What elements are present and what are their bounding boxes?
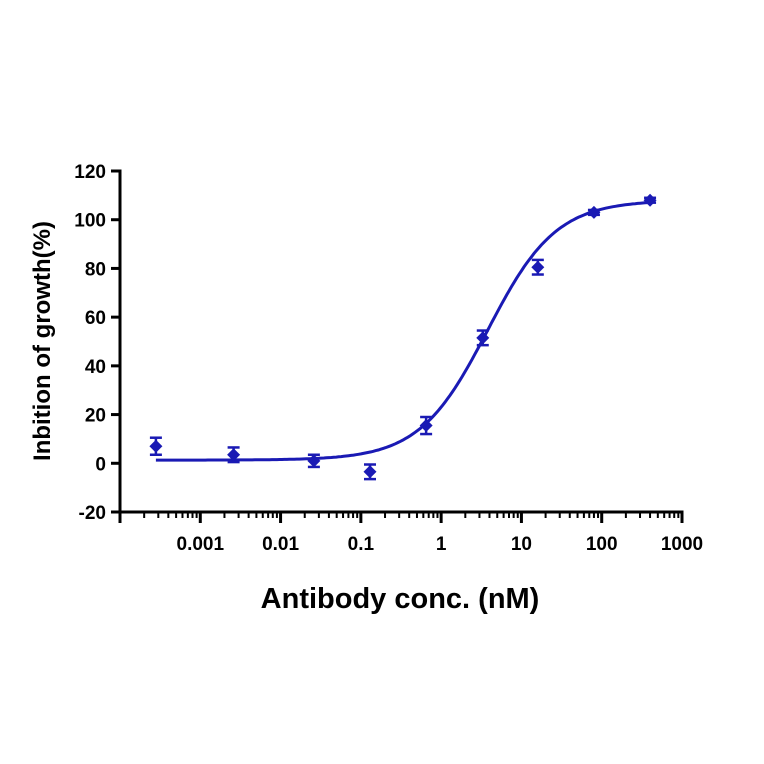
point-marker — [227, 448, 241, 462]
y-tick-label: 0 — [95, 454, 106, 475]
point-marker — [419, 419, 433, 433]
x-tick-label: 1000 — [661, 534, 703, 555]
fit-curve-group — [155, 201, 651, 462]
x-tick-label: 1 — [436, 534, 447, 555]
data-point — [643, 193, 657, 207]
point-marker — [363, 465, 377, 479]
axes: -20 0 20 40 60 80 100 120 0.001 0.01 0.1 1 10 100 1000 — [74, 162, 703, 555]
data-point — [587, 205, 601, 219]
data-point — [307, 453, 321, 469]
x-tick-label: 0.01 — [262, 534, 299, 555]
fit-curve — [155, 201, 651, 462]
data-point — [363, 463, 377, 481]
x-axis-label: Antibody conc. (nM) — [261, 583, 540, 615]
y-tick-label: 20 — [85, 406, 106, 427]
point-marker — [587, 205, 601, 219]
data-point — [531, 258, 545, 276]
x-tick-label: 0.001 — [177, 534, 225, 555]
y-tick-label: 60 — [85, 308, 106, 329]
y-tick-label: 100 — [74, 211, 106, 232]
point-marker — [307, 454, 321, 468]
y-tick-label: -20 — [79, 503, 106, 524]
y-tick-label: 80 — [85, 259, 106, 280]
data-points — [149, 193, 657, 481]
data-point — [227, 446, 241, 464]
point-marker — [643, 193, 657, 207]
y-axis-label: Inbition of growth(%) — [29, 221, 56, 461]
point-marker — [476, 331, 490, 345]
x-tick-label: 10 — [511, 534, 532, 555]
data-point — [149, 436, 163, 457]
y-tick-label: 120 — [74, 162, 106, 183]
point-marker — [149, 439, 163, 453]
y-tick-label: 40 — [85, 357, 106, 378]
x-tick-label: 100 — [586, 534, 618, 555]
point-marker — [531, 260, 545, 274]
x-tick-label: 0.1 — [348, 534, 375, 555]
data-point — [419, 415, 433, 436]
data-point — [476, 329, 490, 347]
